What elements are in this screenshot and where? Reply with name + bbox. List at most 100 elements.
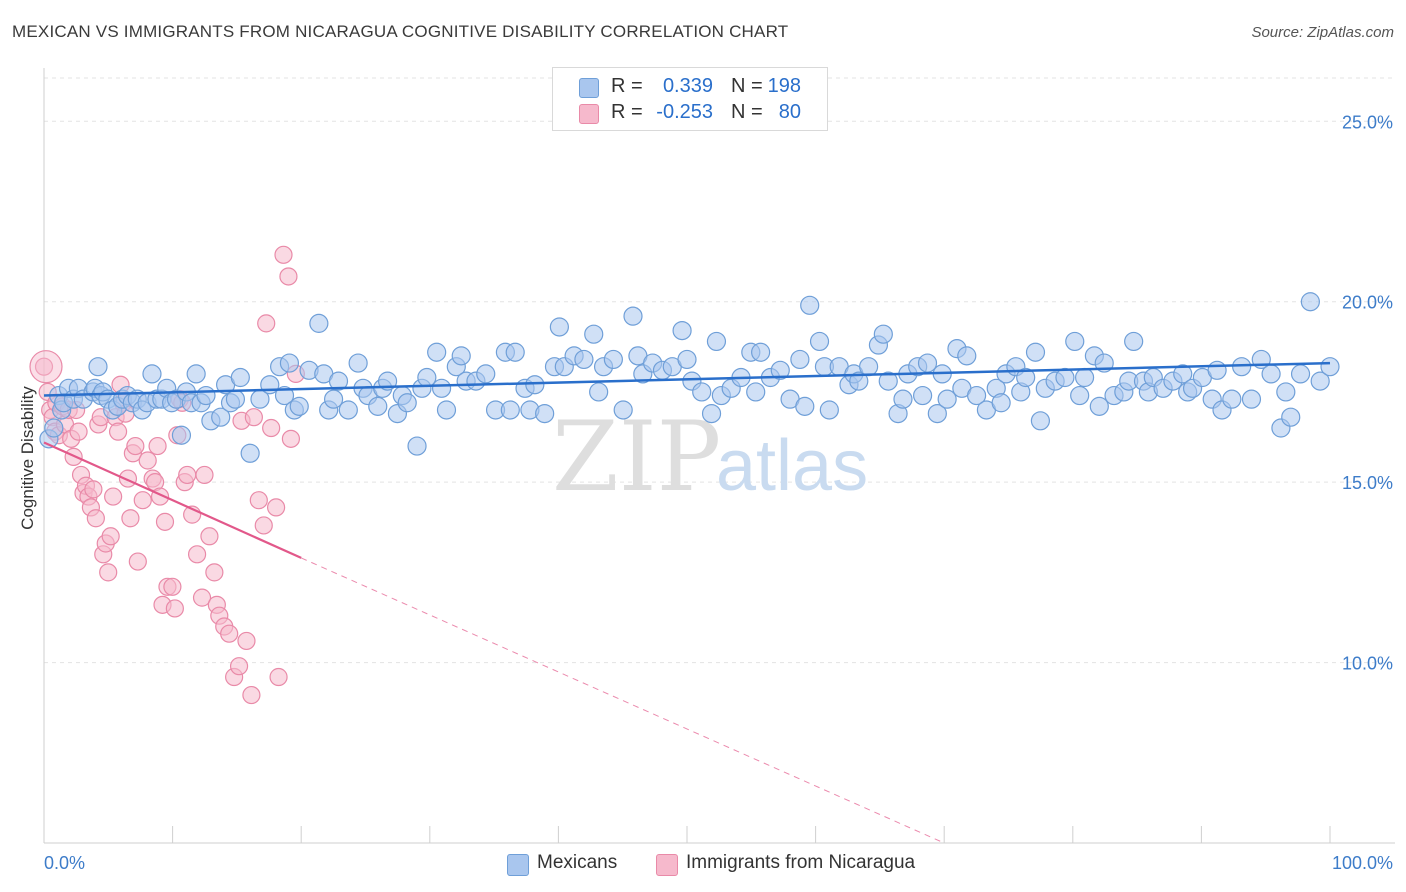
watermark-atlas: atlas: [716, 426, 868, 506]
mexicans-point: [809, 331, 830, 352]
bottom-legend-label: Mexicans: [537, 852, 618, 873]
nicaragua-point: [178, 465, 197, 485]
nicaragua-point: [279, 267, 298, 286]
mexicans-point: [589, 382, 609, 402]
legend-swatch-pink: [579, 104, 599, 124]
mexicans-point: [957, 346, 977, 366]
series-nicaragua-points: [29, 245, 305, 705]
legend-swatch-blue: [579, 78, 599, 98]
mexicans-point: [44, 418, 64, 438]
mexicans-point: [1276, 382, 1296, 402]
mexicans-point: [1025, 342, 1046, 362]
nicaragua-point: [249, 491, 268, 510]
mexicans-point: [186, 364, 206, 384]
mexicans-point: [913, 385, 933, 406]
mexicans-point: [800, 295, 820, 315]
mexicans-point: [451, 346, 471, 366]
mexicans-point: [878, 371, 898, 391]
mexicans-point: [770, 360, 790, 380]
legend-n-label: N =: [731, 101, 763, 123]
mexicans-point: [142, 364, 162, 384]
mexicans-point: [613, 400, 633, 420]
nicaragua-point: [192, 588, 212, 607]
mexicans-point: [1016, 367, 1036, 388]
legend-n-value: 80: [778, 101, 801, 123]
legend-r-value: 0.339: [662, 75, 713, 97]
stats-legend-row-nicaragua: R = -0.253 N = 80: [553, 101, 827, 127]
nicaragua-trend-extension: [300, 557, 945, 844]
mexicans-point: [1030, 411, 1051, 431]
mexicans-point: [927, 403, 947, 424]
mexicans-point: [476, 364, 496, 384]
nicaragua-point: [121, 509, 140, 528]
legend-r-label: R =: [611, 101, 643, 123]
nicaragua-point: [281, 429, 301, 448]
nicaragua-point: [205, 563, 224, 582]
mexicans-point: [677, 349, 697, 370]
mexicans-point: [859, 357, 879, 377]
nicaragua-point: [195, 465, 214, 485]
mexicans-point: [368, 396, 388, 416]
mexicans-point: [849, 371, 869, 391]
y-tick-label: 25.0%: [1342, 112, 1393, 132]
y-tick-label: 15.0%: [1342, 473, 1393, 493]
nicaragua-point-large: [29, 350, 63, 384]
mexicans-point: [230, 367, 250, 388]
mexicans-point: [1124, 331, 1144, 352]
nicaragua-point: [101, 527, 120, 546]
mexicans-point: [338, 400, 358, 420]
mexicans-point: [746, 382, 766, 402]
chart-title: MEXICAN VS IMMIGRANTS FROM NICARAGUA COG…: [12, 22, 789, 41]
mexicans-point: [549, 317, 569, 337]
nicaragua-point: [229, 657, 249, 676]
mexicans-point: [672, 320, 692, 341]
mexicans-point: [701, 403, 722, 424]
mexicans-point: [431, 378, 452, 398]
bottom-legend-label: Immigrants from Nicaragua: [686, 852, 916, 873]
mexicans-point: [274, 385, 295, 406]
trend-lines: [43, 361, 1331, 844]
stats-legend-row-mexicans: R = 0.339 N = 198: [553, 75, 827, 101]
mexicans-point: [240, 443, 260, 463]
nicaragua-point: [126, 436, 145, 456]
mexicans-point: [1222, 389, 1242, 409]
nicaragua-point: [69, 422, 88, 441]
mexicans-point: [623, 306, 643, 326]
tick-labels: 10.0% 15.0% 20.0% 25.0% 0.0% 100.0%: [44, 112, 1393, 873]
legend-n-value: 198: [767, 75, 801, 97]
x-tick-label: 100.0%: [1332, 853, 1393, 873]
watermark: ZIP atlas: [552, 401, 868, 513]
mexicans-point: [751, 342, 771, 362]
mexicans-point: [937, 389, 957, 409]
mexicans-point: [397, 393, 417, 413]
series-mexicans-points: [39, 292, 1340, 463]
nicaragua-point: [244, 408, 263, 427]
chart-source: Source: ZipAtlas.com: [1251, 24, 1394, 41]
mexicans-point: [1065, 331, 1085, 352]
mexicans-trend-line: [43, 361, 1331, 397]
nicaragua-point: [99, 563, 118, 582]
mexicans-point: [525, 375, 545, 395]
nicaragua-point: [257, 314, 276, 333]
legend-n-label: N =: [731, 75, 763, 97]
nicaragua-point: [163, 577, 182, 596]
mexicans-point: [1320, 357, 1340, 377]
mexicans-point: [196, 385, 216, 406]
nicaragua-point: [128, 552, 147, 571]
nicaragua-point: [34, 357, 54, 376]
mexicans-point: [279, 353, 300, 373]
mexicans-point: [88, 357, 108, 377]
mexicans-point: [1055, 367, 1075, 388]
nicaragua-point: [84, 480, 103, 499]
mexicans-point: [1290, 364, 1311, 384]
y-tick-label: 10.0%: [1342, 654, 1393, 674]
y-axis-label: Cognitive Disability: [18, 386, 37, 530]
mexicans-point: [328, 371, 349, 391]
mexicans-point: [1173, 364, 1193, 384]
nicaragua-point: [165, 599, 184, 618]
nicaragua-point: [266, 498, 286, 517]
mexicans-point: [407, 436, 427, 456]
bottom-legend-swatch-pink: [656, 854, 678, 876]
mexicans-point: [436, 400, 457, 420]
mexicans-point: [706, 331, 727, 352]
